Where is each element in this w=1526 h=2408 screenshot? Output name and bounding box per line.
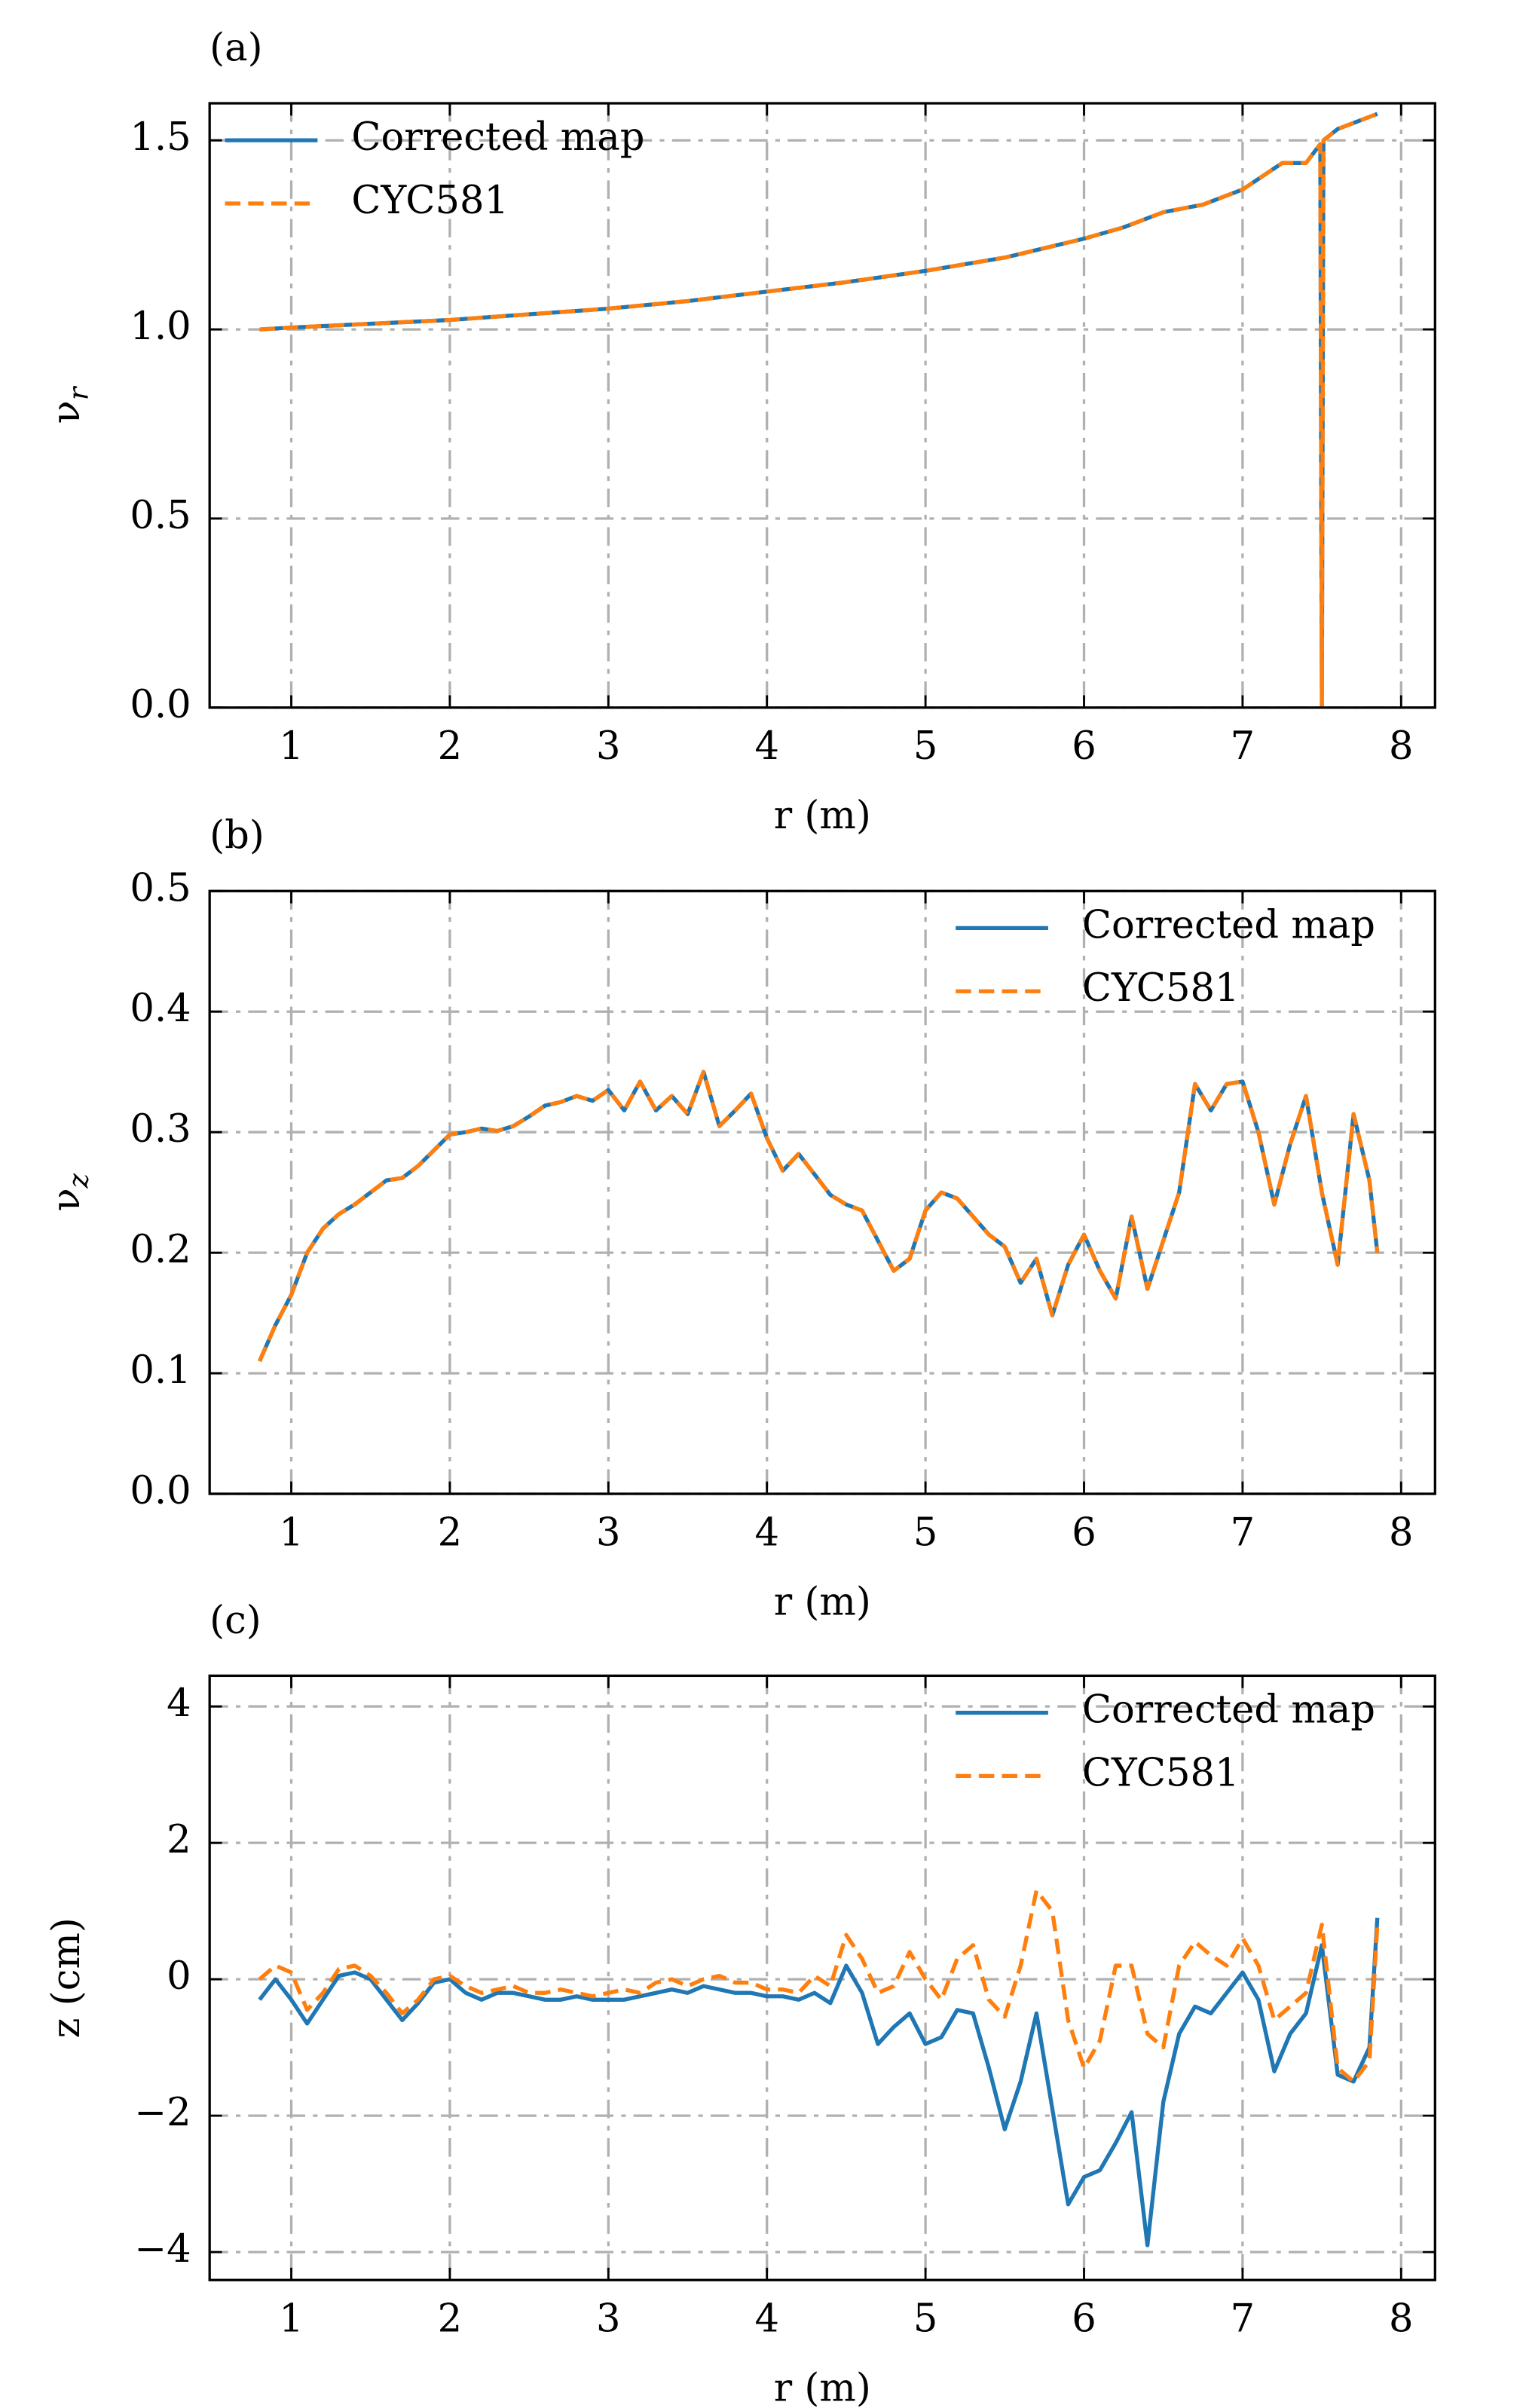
legend-label: CYC581 — [1082, 1751, 1240, 1795]
x-axis-label: r (m) — [774, 794, 871, 838]
y-axis-label: νr — [44, 385, 94, 424]
panel-label: (a) — [209, 26, 262, 71]
series-line — [258, 1069, 1380, 1363]
x-tick-label: 5 — [913, 724, 938, 769]
x-tick-label: 6 — [1072, 2296, 1096, 2341]
y-tick-label: 0.5 — [130, 494, 191, 538]
y-tick-label: 1.0 — [130, 304, 191, 349]
y-tick-label: −2 — [134, 2091, 191, 2135]
y-tick-label: 0.4 — [130, 987, 191, 1031]
y-tick-label: 0.0 — [130, 683, 191, 727]
y-axis-label: z (cm) — [44, 1917, 89, 2038]
axes-frame — [208, 1674, 1436, 2281]
x-tick-label: 5 — [913, 2296, 938, 2341]
y-axis-label-main: ν — [44, 400, 89, 424]
x-tick-label: 1 — [279, 724, 304, 769]
x-tick-label: 7 — [1231, 1510, 1255, 1555]
panel-label: (c) — [209, 1599, 261, 1643]
legend-label: Corrected map — [1082, 1688, 1375, 1733]
y-tick-label: 4 — [167, 1681, 191, 1726]
legend-label: Corrected map — [351, 115, 644, 160]
x-axis-label: r (m) — [774, 2367, 871, 2408]
legend-label: CYC581 — [351, 179, 509, 223]
y-tick-label: −4 — [134, 2227, 191, 2272]
series-line — [259, 112, 1378, 708]
y-axis-label-main: ν — [44, 1188, 89, 1211]
x-tick-label: 3 — [596, 2296, 621, 2341]
axes-frame — [208, 102, 1436, 709]
y-tick-label: 0.5 — [130, 866, 191, 910]
x-tick-label: 4 — [754, 2296, 779, 2341]
panel-label: (b) — [209, 814, 265, 858]
x-tick-label: 4 — [754, 1510, 779, 1555]
x-tick-label: 2 — [438, 2296, 463, 2341]
y-axis-label-subscript: r — [62, 385, 94, 400]
x-tick-label: 2 — [438, 1510, 463, 1555]
x-tick-label: 4 — [754, 724, 779, 769]
x-tick-label: 6 — [1072, 1510, 1096, 1555]
x-tick-label: 2 — [438, 724, 463, 769]
x-tick-label: 8 — [1389, 2296, 1414, 2341]
y-axis-label-main: z (cm) — [44, 1917, 89, 2038]
y-tick-label: 0.2 — [130, 1228, 191, 1272]
series-line — [258, 1888, 1380, 2084]
x-tick-label: 3 — [596, 1510, 621, 1555]
x-tick-label: 7 — [1231, 2296, 1255, 2341]
y-tick-label: 1.5 — [130, 115, 191, 160]
y-axis-label-subscript: z — [62, 1173, 94, 1189]
y-tick-label: 0.3 — [130, 1107, 191, 1152]
x-tick-label: 1 — [279, 1510, 304, 1555]
x-tick-label: 8 — [1389, 724, 1414, 769]
x-axis-label: r (m) — [774, 1580, 871, 1624]
y-tick-label: 0.0 — [130, 1469, 191, 1513]
x-tick-label: 1 — [279, 2296, 304, 2341]
series-line — [258, 1917, 1380, 2247]
axes-frame — [208, 889, 1436, 1495]
series-line — [258, 1069, 1380, 1363]
x-tick-label: 5 — [913, 1510, 938, 1555]
x-tick-label: 3 — [596, 724, 621, 769]
y-tick-label: 0.1 — [130, 1348, 191, 1393]
x-tick-label: 7 — [1231, 724, 1255, 769]
legend-label: Corrected map — [1082, 903, 1375, 947]
x-tick-label: 6 — [1072, 724, 1096, 769]
x-tick-label: 8 — [1389, 1510, 1414, 1555]
y-tick-label: 2 — [167, 1818, 191, 1862]
legend-label: CYC581 — [1082, 966, 1240, 1011]
y-axis-label: νz — [44, 1173, 94, 1211]
y-tick-label: 0 — [167, 1954, 191, 1999]
